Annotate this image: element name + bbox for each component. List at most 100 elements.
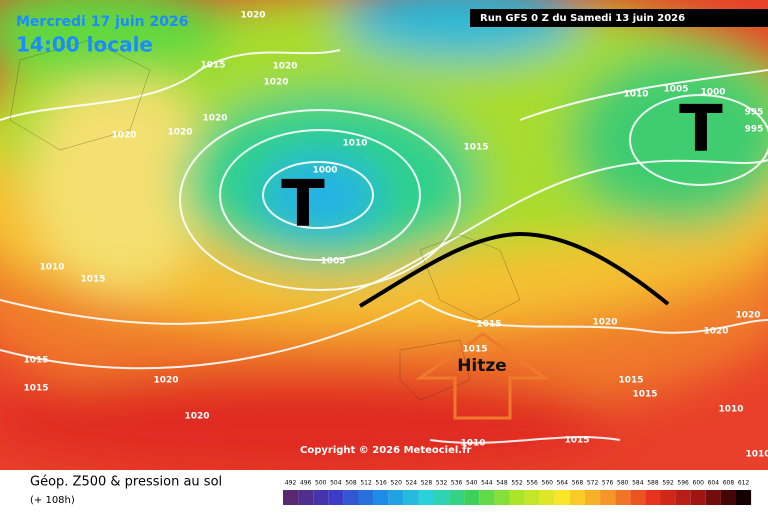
- scale-swatch: [675, 490, 691, 505]
- isobar-label: 1015: [462, 345, 487, 355]
- scale-swatch: [690, 490, 706, 505]
- isobar-label: 1015: [463, 143, 488, 153]
- isobar-label: 995: [745, 108, 764, 118]
- scale-label: 560: [542, 480, 554, 487]
- scale-label: 504: [330, 480, 342, 487]
- scale-swatch: [313, 490, 329, 505]
- scale-label: 512: [360, 480, 372, 487]
- isobar-label: 1010: [718, 405, 743, 415]
- scale-label: 548: [496, 480, 508, 487]
- scale-label: 552: [511, 480, 523, 487]
- scale-swatch: [479, 490, 495, 505]
- scale-label: 588: [647, 480, 659, 487]
- scale-swatch: [494, 490, 510, 505]
- scale-swatch: [645, 490, 661, 505]
- scale-swatch: [418, 490, 434, 505]
- scale-label: 592: [662, 480, 674, 487]
- scale-swatch: [569, 490, 585, 505]
- scale-swatch: [736, 490, 752, 505]
- scale-label: 532: [436, 480, 448, 487]
- scale-label: 556: [526, 480, 538, 487]
- run-box: [470, 9, 768, 27]
- isobar-label: 1010: [623, 90, 648, 100]
- scale-swatch: [600, 490, 616, 505]
- isobar-label: 1010: [39, 263, 64, 273]
- scale-swatch: [388, 490, 404, 505]
- scale-label: 612: [738, 480, 750, 487]
- scale-swatch: [524, 490, 540, 505]
- isobar-label: 1015: [80, 275, 105, 285]
- isobar-label: 1015: [632, 390, 657, 400]
- copyright: Copyright © 2026 Meteociel.fr: [300, 445, 471, 456]
- scale-swatch: [615, 490, 631, 505]
- isobar-label: 1020: [202, 114, 227, 124]
- footer-title: Géop. Z500 & pression au sol: [30, 475, 222, 490]
- isobar-label: 1015: [23, 384, 48, 394]
- isobar-label: 1020: [240, 11, 265, 21]
- scale-label: 600: [693, 480, 705, 487]
- isobar-label: 1010: [460, 439, 485, 449]
- scale-label: 496: [300, 480, 312, 487]
- isobar-label: 1015: [23, 356, 48, 366]
- scale-label: 524: [406, 480, 418, 487]
- isobar-label: 1015: [564, 436, 589, 446]
- scale-label: 516: [375, 480, 387, 487]
- isobar-label: 1000: [700, 88, 725, 98]
- date: Mercredi 17 juin 2026: [16, 14, 188, 30]
- isobar-label: 1020: [167, 128, 192, 138]
- scale-label: 536: [451, 480, 463, 487]
- scale-swatch: [373, 490, 389, 505]
- scale-swatch: [660, 490, 676, 505]
- scale-swatch: [298, 490, 314, 505]
- scale-swatch: [585, 490, 601, 505]
- isobar-label: 1005: [663, 85, 688, 95]
- scale-swatch: [328, 490, 344, 505]
- scale-label: 568: [572, 480, 584, 487]
- isobar-label: 1010: [745, 450, 768, 460]
- run: Run GFS 0 Z du Samedi 13 juin 2026: [480, 13, 685, 24]
- scale-label: 608: [723, 480, 735, 487]
- isobar-label: 1005: [320, 257, 345, 267]
- time: 14:00 locale: [16, 33, 153, 57]
- isobar-label: 1015: [618, 376, 643, 386]
- scale-swatch: [343, 490, 359, 505]
- scale-swatch: [449, 490, 465, 505]
- isobar-label: 1020: [272, 62, 297, 72]
- scale-label: 500: [315, 480, 327, 487]
- scale-swatch: [539, 490, 555, 505]
- annotation: Hitze: [457, 356, 507, 376]
- isobar-label: 1020: [703, 327, 728, 337]
- scale-label: 544: [481, 480, 493, 487]
- scale-label: 528: [421, 480, 433, 487]
- scale-swatch: [403, 490, 419, 505]
- isobar-label: 1020: [153, 376, 178, 386]
- scale-swatch: [720, 490, 736, 505]
- isobar-label: 1020: [111, 131, 136, 141]
- isobar-label: 995: [745, 125, 764, 135]
- isobar-label: 1015: [476, 320, 501, 330]
- scale-swatch: [358, 490, 374, 505]
- scale-swatch: [509, 490, 525, 505]
- scale-label: 540: [466, 480, 478, 487]
- isobar-label: 1000: [312, 166, 337, 176]
- lead: (+ 108h): [30, 495, 75, 506]
- isobar-label: 1010: [342, 139, 367, 149]
- scale-label: 572: [587, 480, 599, 487]
- scale-swatch: [705, 490, 721, 505]
- scale-swatch: [283, 490, 299, 505]
- scale-swatch: [630, 490, 646, 505]
- isobar-label: 1015: [200, 61, 225, 71]
- scale-label: 576: [602, 480, 614, 487]
- scale-swatch: [554, 490, 570, 505]
- low-marker: T: [679, 93, 723, 167]
- isobar-label: 1020: [184, 412, 209, 422]
- scale-swatch: [464, 490, 480, 505]
- scale-label: 604: [708, 480, 720, 487]
- scale-label: 508: [345, 480, 357, 487]
- isobar-label: 1020: [263, 78, 288, 88]
- field: 1020 1015 1020 1020 1020 1020 1020 1010 1000 1015…: [0, 0, 768, 470]
- low-marker: T: [281, 168, 325, 242]
- scale-label: 492: [285, 480, 297, 487]
- scale-label: 520: [391, 480, 403, 487]
